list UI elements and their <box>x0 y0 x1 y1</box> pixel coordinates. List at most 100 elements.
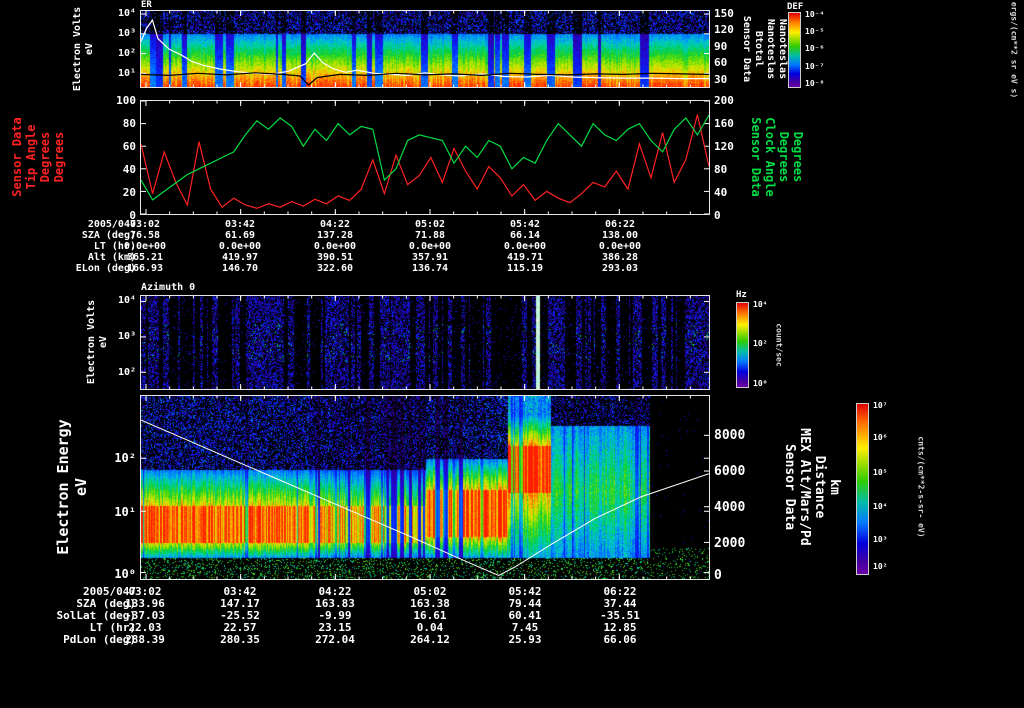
time-table-top-row-label: SZA (deg) <box>81 230 136 241</box>
time-table-bottom-value: 147.17 <box>220 597 260 610</box>
time-table-top-value: 0.0e+00 <box>218 241 262 252</box>
time-table-bottom-value: 03:02 <box>128 585 162 598</box>
time-table-top-value: 137.28 <box>316 230 354 241</box>
time-table-bottom-row-label: SolLat (deg) <box>56 609 136 622</box>
p4-right-axis-label-line: Sensor Data <box>782 443 797 531</box>
p4-right-axis-label-line: km <box>827 479 842 495</box>
p3-left-axis-label: Electron Volts eV <box>86 300 110 384</box>
azimuth-spectrogram-panel <box>140 295 710 390</box>
cnts-colorbar-tick: 10³ <box>873 535 888 544</box>
p2-right-tick: 80 <box>714 163 728 176</box>
time-table-bottom-value: 05:02 <box>413 585 447 598</box>
def-colorbar-title: DEF <box>787 2 804 12</box>
p4-left-tick: 10⁰ <box>114 567 136 581</box>
def-colorbar-tick: 10⁻⁵ <box>805 27 825 36</box>
time-table-top-value: 390.51 <box>316 252 354 263</box>
p3-left-tick: 10³ <box>117 331 136 342</box>
time-table-top-value: 146.70 <box>221 263 259 274</box>
p4-left-axis-label-line: Electron Energy <box>54 419 72 555</box>
time-table-top-value: 322.60 <box>316 263 354 274</box>
p1-right-tick: 120 <box>714 23 734 36</box>
time-table-bottom-row-label: 2005/047 <box>83 585 136 598</box>
time-table-bottom-value: 23.15 <box>318 621 352 634</box>
p2-right-tick: 200 <box>714 94 734 107</box>
hz-colorbar-tick: 10² <box>753 339 768 348</box>
time-table-top-value: 386.28 <box>601 252 639 263</box>
time-table-top-value: 05:42 <box>509 219 541 230</box>
time-table-top-value: 0.0e+00 <box>123 241 167 252</box>
p1-left-tick: 10² <box>117 48 136 59</box>
time-table-top-value: 0.0e+00 <box>503 241 547 252</box>
p2-right-tick: 160 <box>714 117 734 130</box>
angle-lines-plot <box>141 101 709 214</box>
time-table-bottom-value: -37.03 <box>125 609 165 622</box>
azimuth-spectrogram-canvas <box>141 296 709 389</box>
time-table-bottom-value: 7.45 <box>511 621 539 634</box>
p4-left-tick: 10² <box>114 451 136 465</box>
time-table-bottom-value: 03:42 <box>223 585 257 598</box>
time-table-bottom-value: 22.03 <box>128 621 162 634</box>
p2-left-axis-label-line: Degrees <box>38 131 52 183</box>
time-table-top-value: 419.71 <box>506 252 544 263</box>
time-table-bottom-value: -35.51 <box>600 609 640 622</box>
cnts-colorbar-tick: 10⁶ <box>873 433 888 442</box>
time-table-bottom-value: 37.44 <box>603 597 637 610</box>
cnts-colorbar-tick: 10² <box>873 562 888 571</box>
time-table-top-value: 365.21 <box>126 252 164 263</box>
p4-right-axis-label-line: Distance <box>812 455 827 519</box>
p3-left-tick: 10² <box>117 367 136 378</box>
angle-line-panel <box>140 100 710 215</box>
er-spectrogram-panel <box>140 10 710 88</box>
p2-right-tick: 0 <box>714 209 721 222</box>
p4-right-tick: 2000 <box>714 536 746 551</box>
time-table-bottom-row-label: LT (hr) <box>89 621 136 634</box>
p2-left-tick: 100 <box>116 94 136 107</box>
time-table-top-value: 0.0e+00 <box>313 241 357 252</box>
p2-right-axis-label-line: Degrees <box>777 131 791 183</box>
cnts-colorbar-tick: 10⁵ <box>873 468 888 477</box>
p2-right-axis-label: Degrees Degrees Clock Angle Sensor Data <box>749 117 805 196</box>
p4-right-tick: 4000 <box>714 500 746 515</box>
p1-left-axis-label: Electron Volts eV <box>72 7 96 91</box>
time-table-bottom-value: 264.12 <box>410 633 450 646</box>
time-table-bottom-value: -9.99 <box>318 609 352 622</box>
time-table-top-value: 166.93 <box>126 263 164 274</box>
p1-colorbar-unit-line: ergs/(cm**2 sr eV s) <box>1009 1 1019 99</box>
time-table-bottom-value: 12.85 <box>603 621 637 634</box>
p2-left-axis-label-line: Sensor Data <box>10 117 24 197</box>
p1-right-tick: 30 <box>714 73 728 86</box>
p2-left-tick: 0 <box>129 209 136 222</box>
time-table-bottom-value: 163.83 <box>315 597 355 610</box>
time-table-bottom-value: 0.04 <box>416 621 444 634</box>
p4-right-axis-label: km Distance MEX Alt/Mars/Pd Sensor Data <box>782 428 842 545</box>
time-table-top-value: 05:02 <box>414 219 446 230</box>
p4-right-tick: 0 <box>714 568 722 583</box>
p1-right-tick: 90 <box>714 40 728 53</box>
p4-colorbar-unit: cnts/(cm**2-s-sr- eV) <box>917 436 926 537</box>
azimuth-panel-title: Azimuth 0 <box>141 282 196 293</box>
p2-right-tick: 120 <box>714 140 734 153</box>
p3-left-tick: 10⁴ <box>117 295 136 306</box>
time-table-top-value: 66.14 <box>509 230 541 241</box>
p2-right-axis-label-line: Clock Angle <box>763 117 777 197</box>
p1-right-tick: 150 <box>714 7 734 20</box>
p1-right-axis-label-line: Nanoteslas <box>765 18 776 80</box>
time-table-bottom-value: 25.93 <box>508 633 542 646</box>
time-table-bottom-value: 22.57 <box>223 621 257 634</box>
p1-right-axis-label-line: Btotal <box>753 30 764 68</box>
time-table-bottom-value: 60.41 <box>508 609 542 622</box>
time-table-top-value: 61.69 <box>224 230 256 241</box>
hz-colorbar-title: Hz <box>736 290 747 300</box>
p4-right-axis-label-line: MEX Alt/Mars/Pd <box>797 428 812 546</box>
p4-right-tick: 6000 <box>714 464 746 479</box>
time-table-top-row-label: 2005/047 <box>87 219 136 230</box>
time-table-bottom-row-label: SZA (deg) <box>76 597 136 610</box>
p1-right-axis-label-line: Sensor Data <box>741 15 752 83</box>
time-table-bottom-value: 04:22 <box>318 585 352 598</box>
time-table-top-value: 06:22 <box>604 219 636 230</box>
p2-right-axis-label-line: Degrees <box>791 131 805 183</box>
hz-colorbar <box>736 302 749 388</box>
p1-right-axis-label-line: Nanoteslas <box>777 18 788 80</box>
p2-left-tick: 20 <box>122 186 136 199</box>
